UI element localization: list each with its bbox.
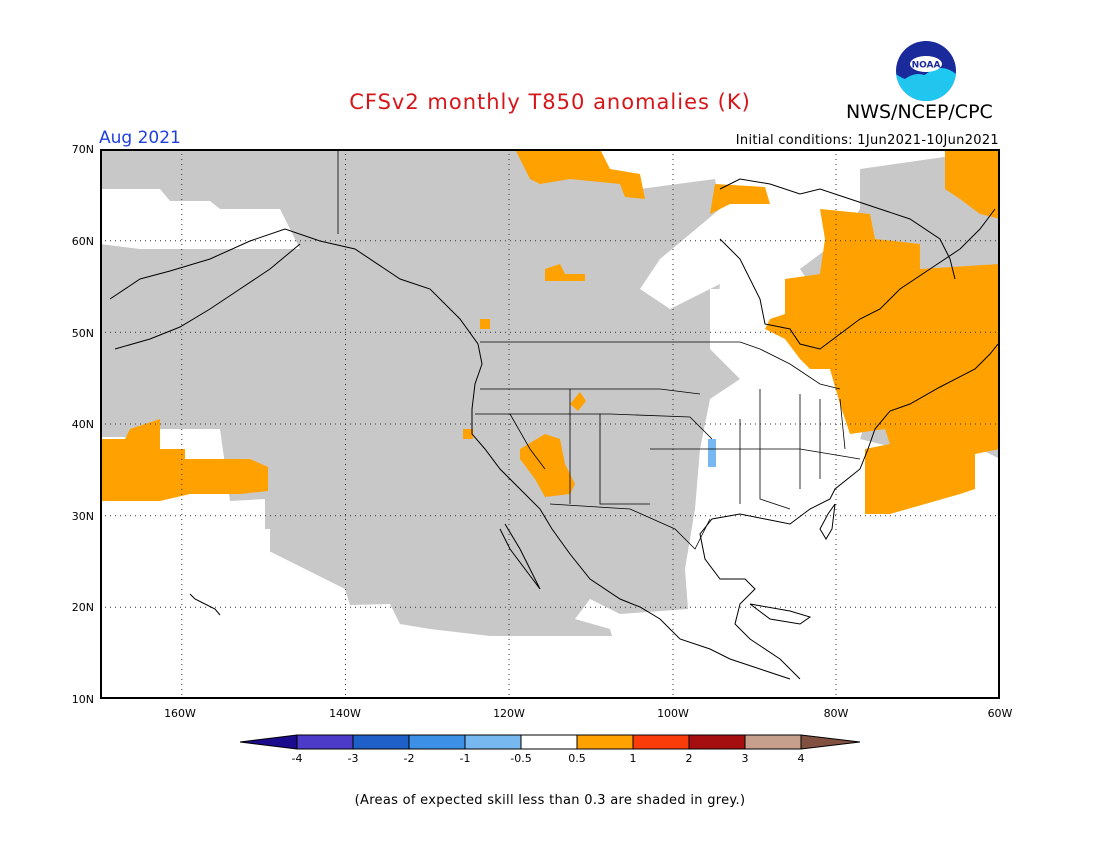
coastlines: [109, 178, 999, 680]
colorbar-segment-above-4: [801, 735, 860, 749]
colorbar-outline: [240, 734, 860, 750]
graticule: [100, 149, 1000, 699]
warm-anomaly-bc: [480, 319, 490, 329]
colorbar-label: -1: [459, 752, 471, 765]
lat-label-30n: 30N: [71, 510, 94, 523]
colorbar-segment-minus2-minus1: [409, 735, 465, 749]
colorbar-label: 1: [629, 752, 637, 765]
colorbar-segment-neutral: [521, 735, 577, 749]
colorbar: [240, 734, 860, 750]
anomaly-map: [100, 149, 1000, 699]
warm-anomaly-baffin: [515, 149, 645, 199]
map-frame: [100, 149, 1000, 699]
low-skill-region: [100, 149, 740, 636]
noaa-logo: NOAA: [896, 41, 956, 101]
lon-label-120w: 120W: [493, 707, 525, 720]
warm-anomaly-ca: [463, 429, 473, 439]
borders: [337, 149, 861, 550]
colorbar-label: 0.5: [568, 752, 586, 765]
lat-label-60n: 60N: [71, 235, 94, 248]
colorbar-segment-1-2: [633, 735, 689, 749]
lon-label-60w: 60W: [987, 707, 1013, 720]
lat-label-10n: 10N: [71, 693, 94, 706]
forecast-month: Aug 2021: [99, 128, 181, 148]
lat-label-70n: 70N: [71, 143, 94, 156]
lon-label-80w: 80W: [823, 707, 849, 720]
colorbar-label: 4: [797, 752, 805, 765]
warm-anomaly-labrador: [710, 184, 770, 214]
lon-label-160w: 160W: [164, 707, 196, 720]
warm-anomaly-pacific: [100, 419, 268, 501]
lon-label-100w: 100W: [657, 707, 689, 720]
skill-hole-arctic: [100, 189, 300, 249]
cool-anomaly-midwest: [708, 439, 716, 467]
colorbar-label: -0.5: [510, 752, 532, 765]
colorbar-segment-minus1-minus05: [465, 735, 521, 749]
colorbar-segment-minus4-minus3: [297, 735, 353, 749]
colorbar-segment-05-1: [577, 735, 633, 749]
agency-label: NWS/NCEP/CPC: [846, 101, 993, 123]
warm-anomaly-greenland: [945, 149, 1000, 219]
colorbar-label: 2: [685, 752, 693, 765]
colorbar-label: -2: [403, 752, 415, 765]
warm-anomaly-nwt: [545, 264, 585, 281]
colorbar-label: -4: [291, 752, 303, 765]
lat-label-40n: 40N: [71, 418, 94, 431]
colorbar-segment-minus3-minus2: [353, 735, 409, 749]
map-title: CFSv2 monthly T850 anomalies (K): [349, 90, 751, 114]
warm-anomaly-utah: [570, 392, 586, 411]
warm-anomaly-southwest: [520, 434, 575, 497]
skill-hole-central: [710, 289, 800, 349]
colorbar-segment-2-3: [689, 735, 745, 749]
skill-hole-pacific: [100, 529, 400, 659]
initial-conditions: Initial conditions: 1Jun2021-10Jun2021: [735, 133, 999, 148]
colorbar-label: 3: [741, 752, 749, 765]
lat-label-20n: 20N: [71, 601, 94, 614]
lon-label-140w: 140W: [329, 707, 361, 720]
noaa-logo-text: NOAA: [912, 61, 941, 71]
warm-anomaly-east: [765, 209, 1000, 514]
colorbar-segment-3-4: [745, 735, 801, 749]
colorbar-segment-below-minus4: [240, 735, 297, 749]
lat-label-50n: 50N: [71, 327, 94, 340]
skill-footnote: (Areas of expected skill less than 0.3 a…: [354, 793, 746, 808]
colorbar-label: -3: [347, 752, 359, 765]
